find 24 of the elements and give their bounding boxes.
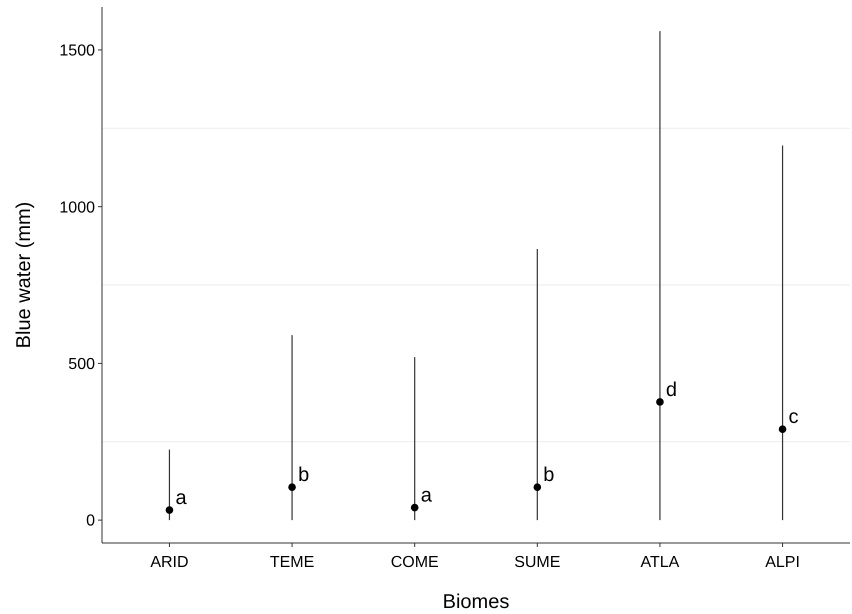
point — [656, 398, 664, 406]
point — [410, 504, 418, 512]
x-axis-title: Biomes — [442, 591, 510, 613]
x-tick-label: ARID — [150, 554, 189, 571]
point — [288, 483, 296, 492]
x-tick-label: COME — [390, 554, 439, 571]
annotation: a — [175, 487, 188, 510]
y-axis-title: Blue water (mm) — [13, 202, 35, 348]
y-tick-label: 1500 — [59, 42, 96, 60]
annotation: a — [420, 484, 433, 507]
x-tick-label: SUME — [514, 554, 560, 571]
x-tick-label: ALPI — [765, 554, 800, 571]
y-tick-label: 1000 — [59, 199, 96, 216]
y-tick-label: 0 — [86, 512, 96, 530]
x-tick-label: TEME — [270, 554, 314, 571]
annotation: b — [298, 464, 310, 486]
x-tick-label: ATLA — [640, 554, 680, 571]
annotation: d — [666, 378, 678, 401]
y-tick-label: 500 — [68, 356, 96, 373]
point — [534, 483, 542, 492]
annotation: c — [788, 406, 799, 428]
point — [166, 506, 174, 514]
annotation: b — [543, 464, 554, 486]
point — [778, 425, 786, 434]
